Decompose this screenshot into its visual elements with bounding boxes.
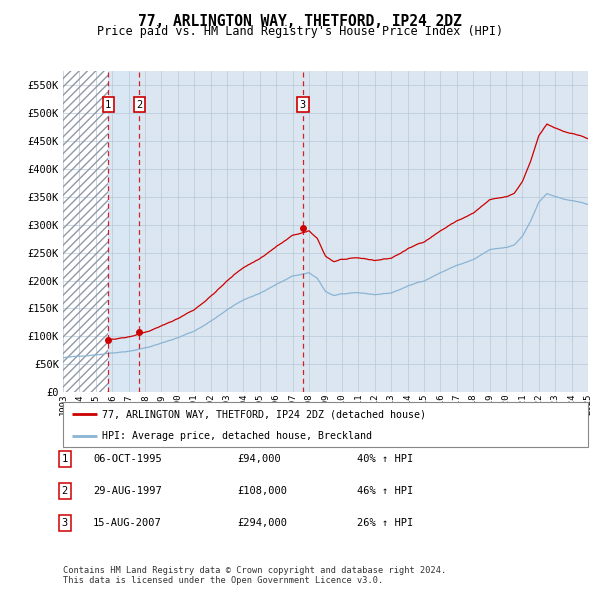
Bar: [108, 71, 139, 392]
Text: 77, ARLINGTON WAY, THETFORD, IP24 2DZ: 77, ARLINGTON WAY, THETFORD, IP24 2DZ: [138, 14, 462, 29]
Bar: [63, 71, 108, 392]
Text: £108,000: £108,000: [237, 486, 287, 496]
Text: Contains HM Land Registry data © Crown copyright and database right 2024.
This d: Contains HM Land Registry data © Crown c…: [63, 566, 446, 585]
Text: 3: 3: [300, 100, 306, 110]
Text: Price paid vs. HM Land Registry's House Price Index (HPI): Price paid vs. HM Land Registry's House …: [97, 25, 503, 38]
Text: 1: 1: [105, 100, 112, 110]
FancyBboxPatch shape: [63, 402, 588, 447]
Text: 77, ARLINGTON WAY, THETFORD, IP24 2DZ (detached house): 77, ARLINGTON WAY, THETFORD, IP24 2DZ (d…: [103, 409, 427, 419]
Text: 2: 2: [136, 100, 143, 110]
Text: £294,000: £294,000: [237, 518, 287, 527]
Text: 15-AUG-2007: 15-AUG-2007: [93, 518, 162, 527]
Text: 2: 2: [62, 486, 68, 496]
Text: HPI: Average price, detached house, Breckland: HPI: Average price, detached house, Brec…: [103, 431, 373, 441]
Text: £94,000: £94,000: [237, 454, 281, 464]
Text: 46% ↑ HPI: 46% ↑ HPI: [357, 486, 413, 496]
Text: 3: 3: [62, 518, 68, 527]
Text: 26% ↑ HPI: 26% ↑ HPI: [357, 518, 413, 527]
Text: 29-AUG-1997: 29-AUG-1997: [93, 486, 162, 496]
Text: 06-OCT-1995: 06-OCT-1995: [93, 454, 162, 464]
Text: 1: 1: [62, 454, 68, 464]
Bar: [63, 71, 108, 392]
Text: 40% ↑ HPI: 40% ↑ HPI: [357, 454, 413, 464]
